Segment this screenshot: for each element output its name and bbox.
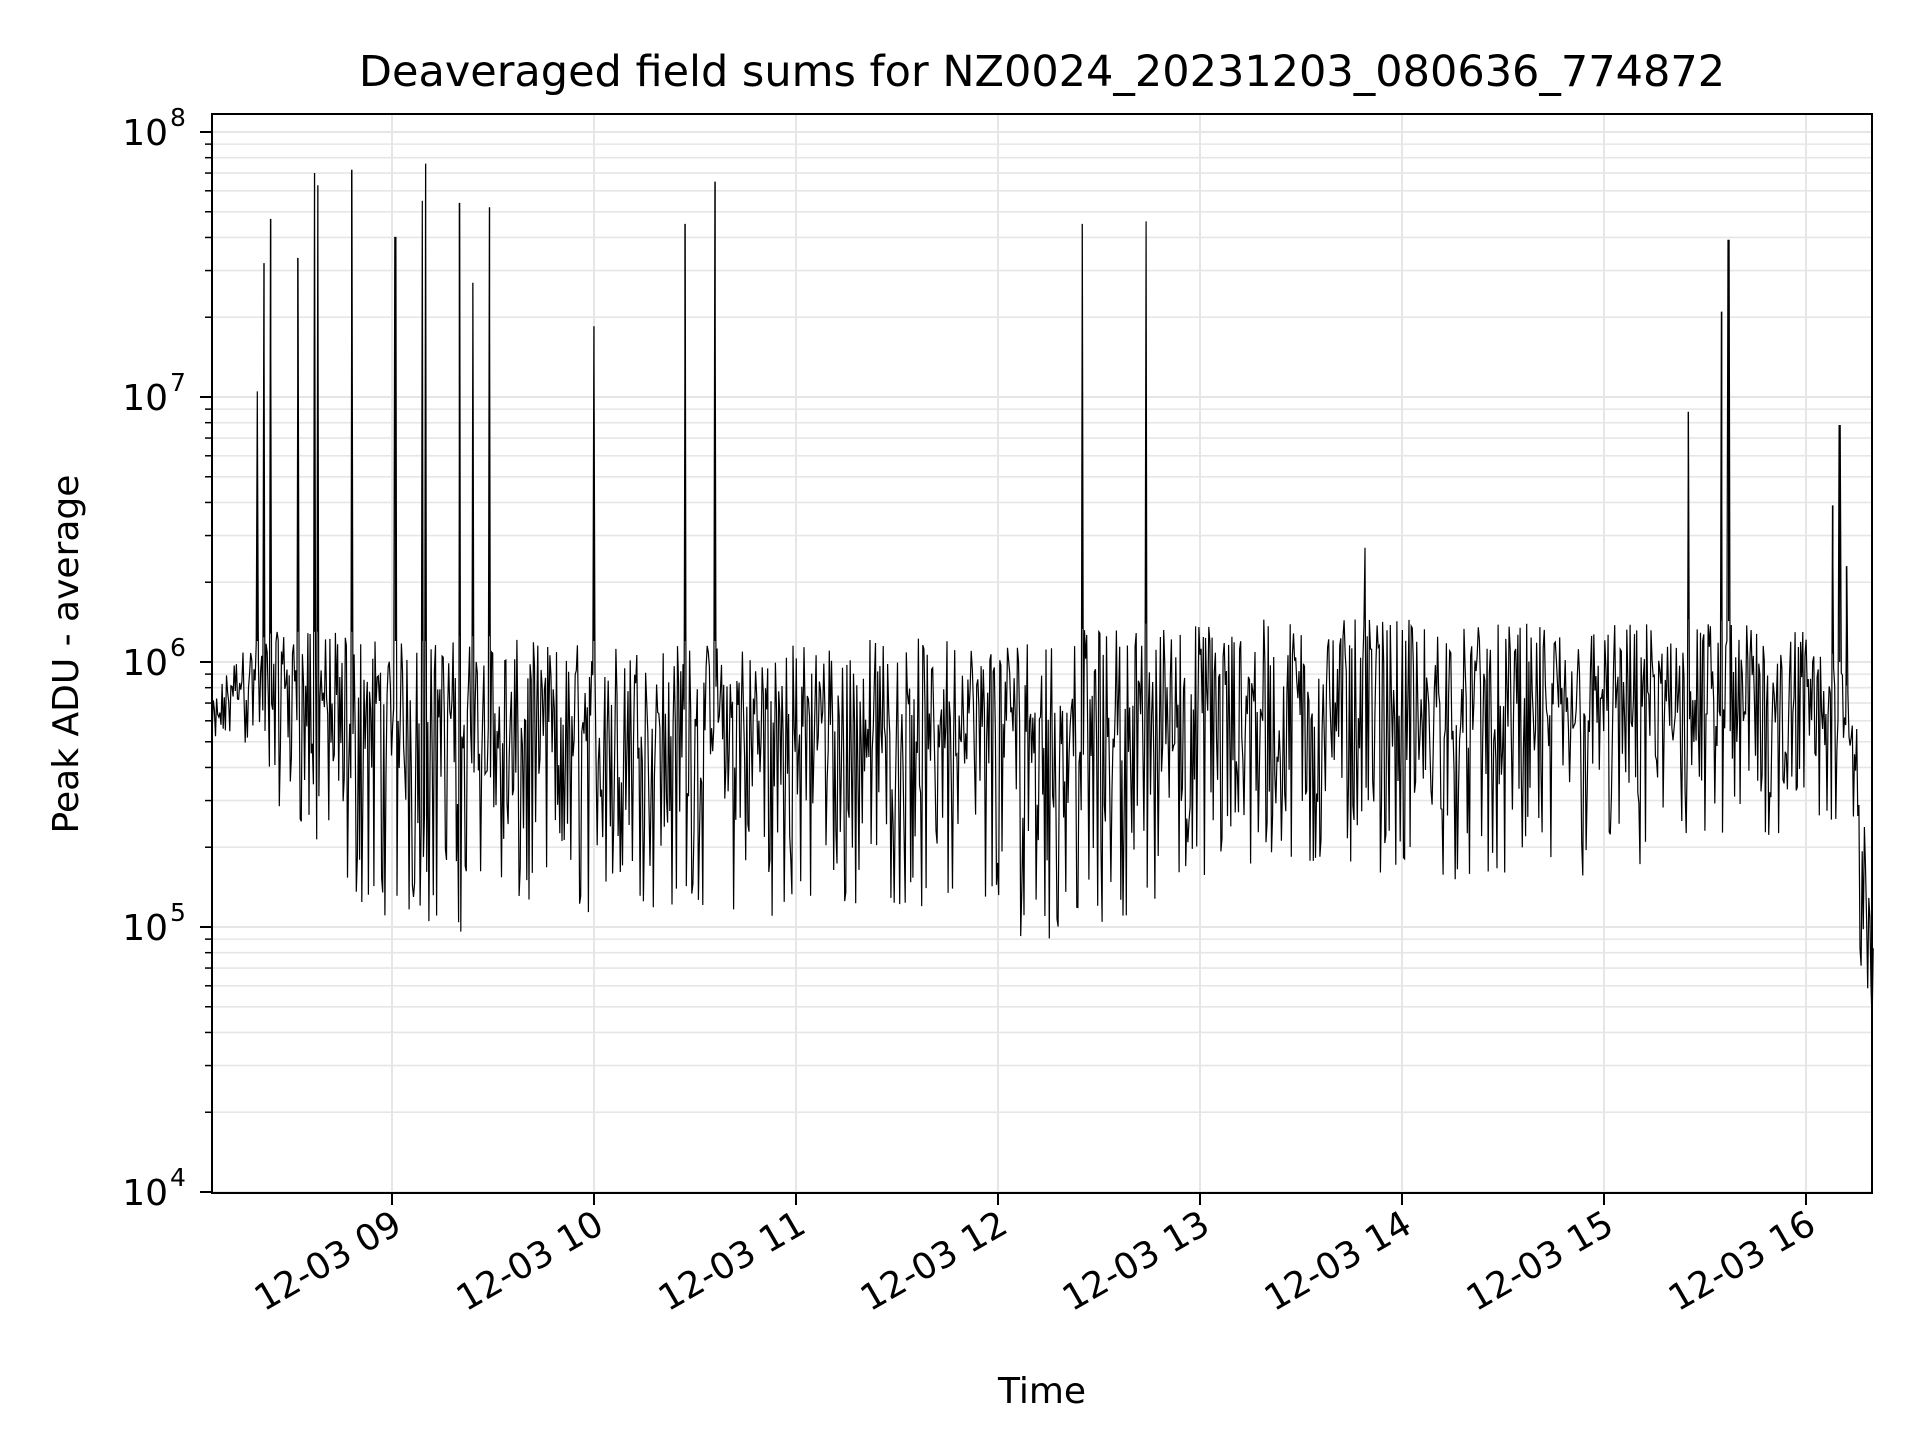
plot-frame <box>211 113 1873 1194</box>
x-axis-label: Time <box>997 1371 1086 1412</box>
y-tick-exponent: 4 <box>170 1163 186 1192</box>
grid-lines <box>212 114 1872 1193</box>
y-tick-label: 10 <box>122 378 168 419</box>
y-tick-exponent: 5 <box>170 898 186 927</box>
y-axis-label: Peak ADU - average <box>46 475 87 834</box>
y-tick-label: 10 <box>122 113 168 154</box>
series-line <box>211 163 1874 1024</box>
y-tick-label: 10 <box>122 908 168 949</box>
chart-title: Deaveraged field sums for NZ0024_2023120… <box>359 47 1725 97</box>
y-tick-exponent: 6 <box>170 633 186 662</box>
y-tick-label: 10 <box>122 1173 168 1214</box>
y-tick-exponent: 8 <box>170 103 186 132</box>
y-tick-label: 10 <box>122 643 168 684</box>
plot-area <box>211 163 1874 1024</box>
y-tick-exponent: 7 <box>170 368 186 397</box>
